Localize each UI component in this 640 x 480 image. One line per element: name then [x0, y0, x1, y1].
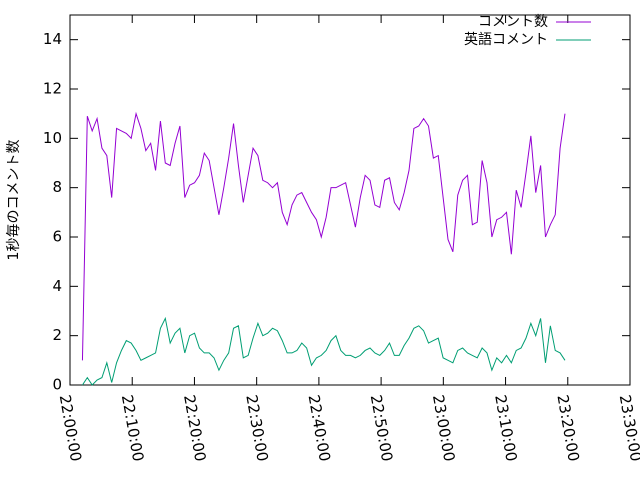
y-axis-label: 1秒毎のコメント数 — [6, 140, 22, 261]
legend-label: コメント数 — [478, 14, 548, 30]
x-tick-label: 23:00:00 — [429, 393, 458, 462]
x-tick-label: 22:10:00 — [118, 393, 147, 462]
x-tick-label: 23:10:00 — [491, 393, 520, 462]
y-tick-label: 0 — [52, 376, 62, 394]
plot-frame — [69, 14, 631, 386]
legend-label: 英語コメント — [464, 31, 548, 48]
x-tick-label: 22:40:00 — [305, 393, 334, 462]
y-tick-label: 8 — [52, 178, 62, 196]
series-line — [81, 111, 566, 361]
y-tick-label: 6 — [52, 228, 62, 246]
x-tick-label: 22:30:00 — [242, 393, 271, 462]
x-tick-label: 23:30:00 — [616, 393, 640, 462]
y-tick-label: 2 — [52, 326, 62, 344]
x-tick-label: 22:20:00 — [180, 393, 209, 462]
x-tick-label: 22:00:00 — [56, 393, 85, 462]
x-tick-label: 22:50:00 — [367, 393, 396, 462]
y-tick-label: 12 — [43, 80, 62, 98]
y-tick-label: 4 — [52, 277, 62, 295]
y-tick-label: 10 — [43, 129, 62, 147]
y-tick-label: 14 — [43, 30, 62, 48]
series-line — [82, 316, 566, 386]
x-tick-label: 23:20:00 — [553, 393, 582, 462]
